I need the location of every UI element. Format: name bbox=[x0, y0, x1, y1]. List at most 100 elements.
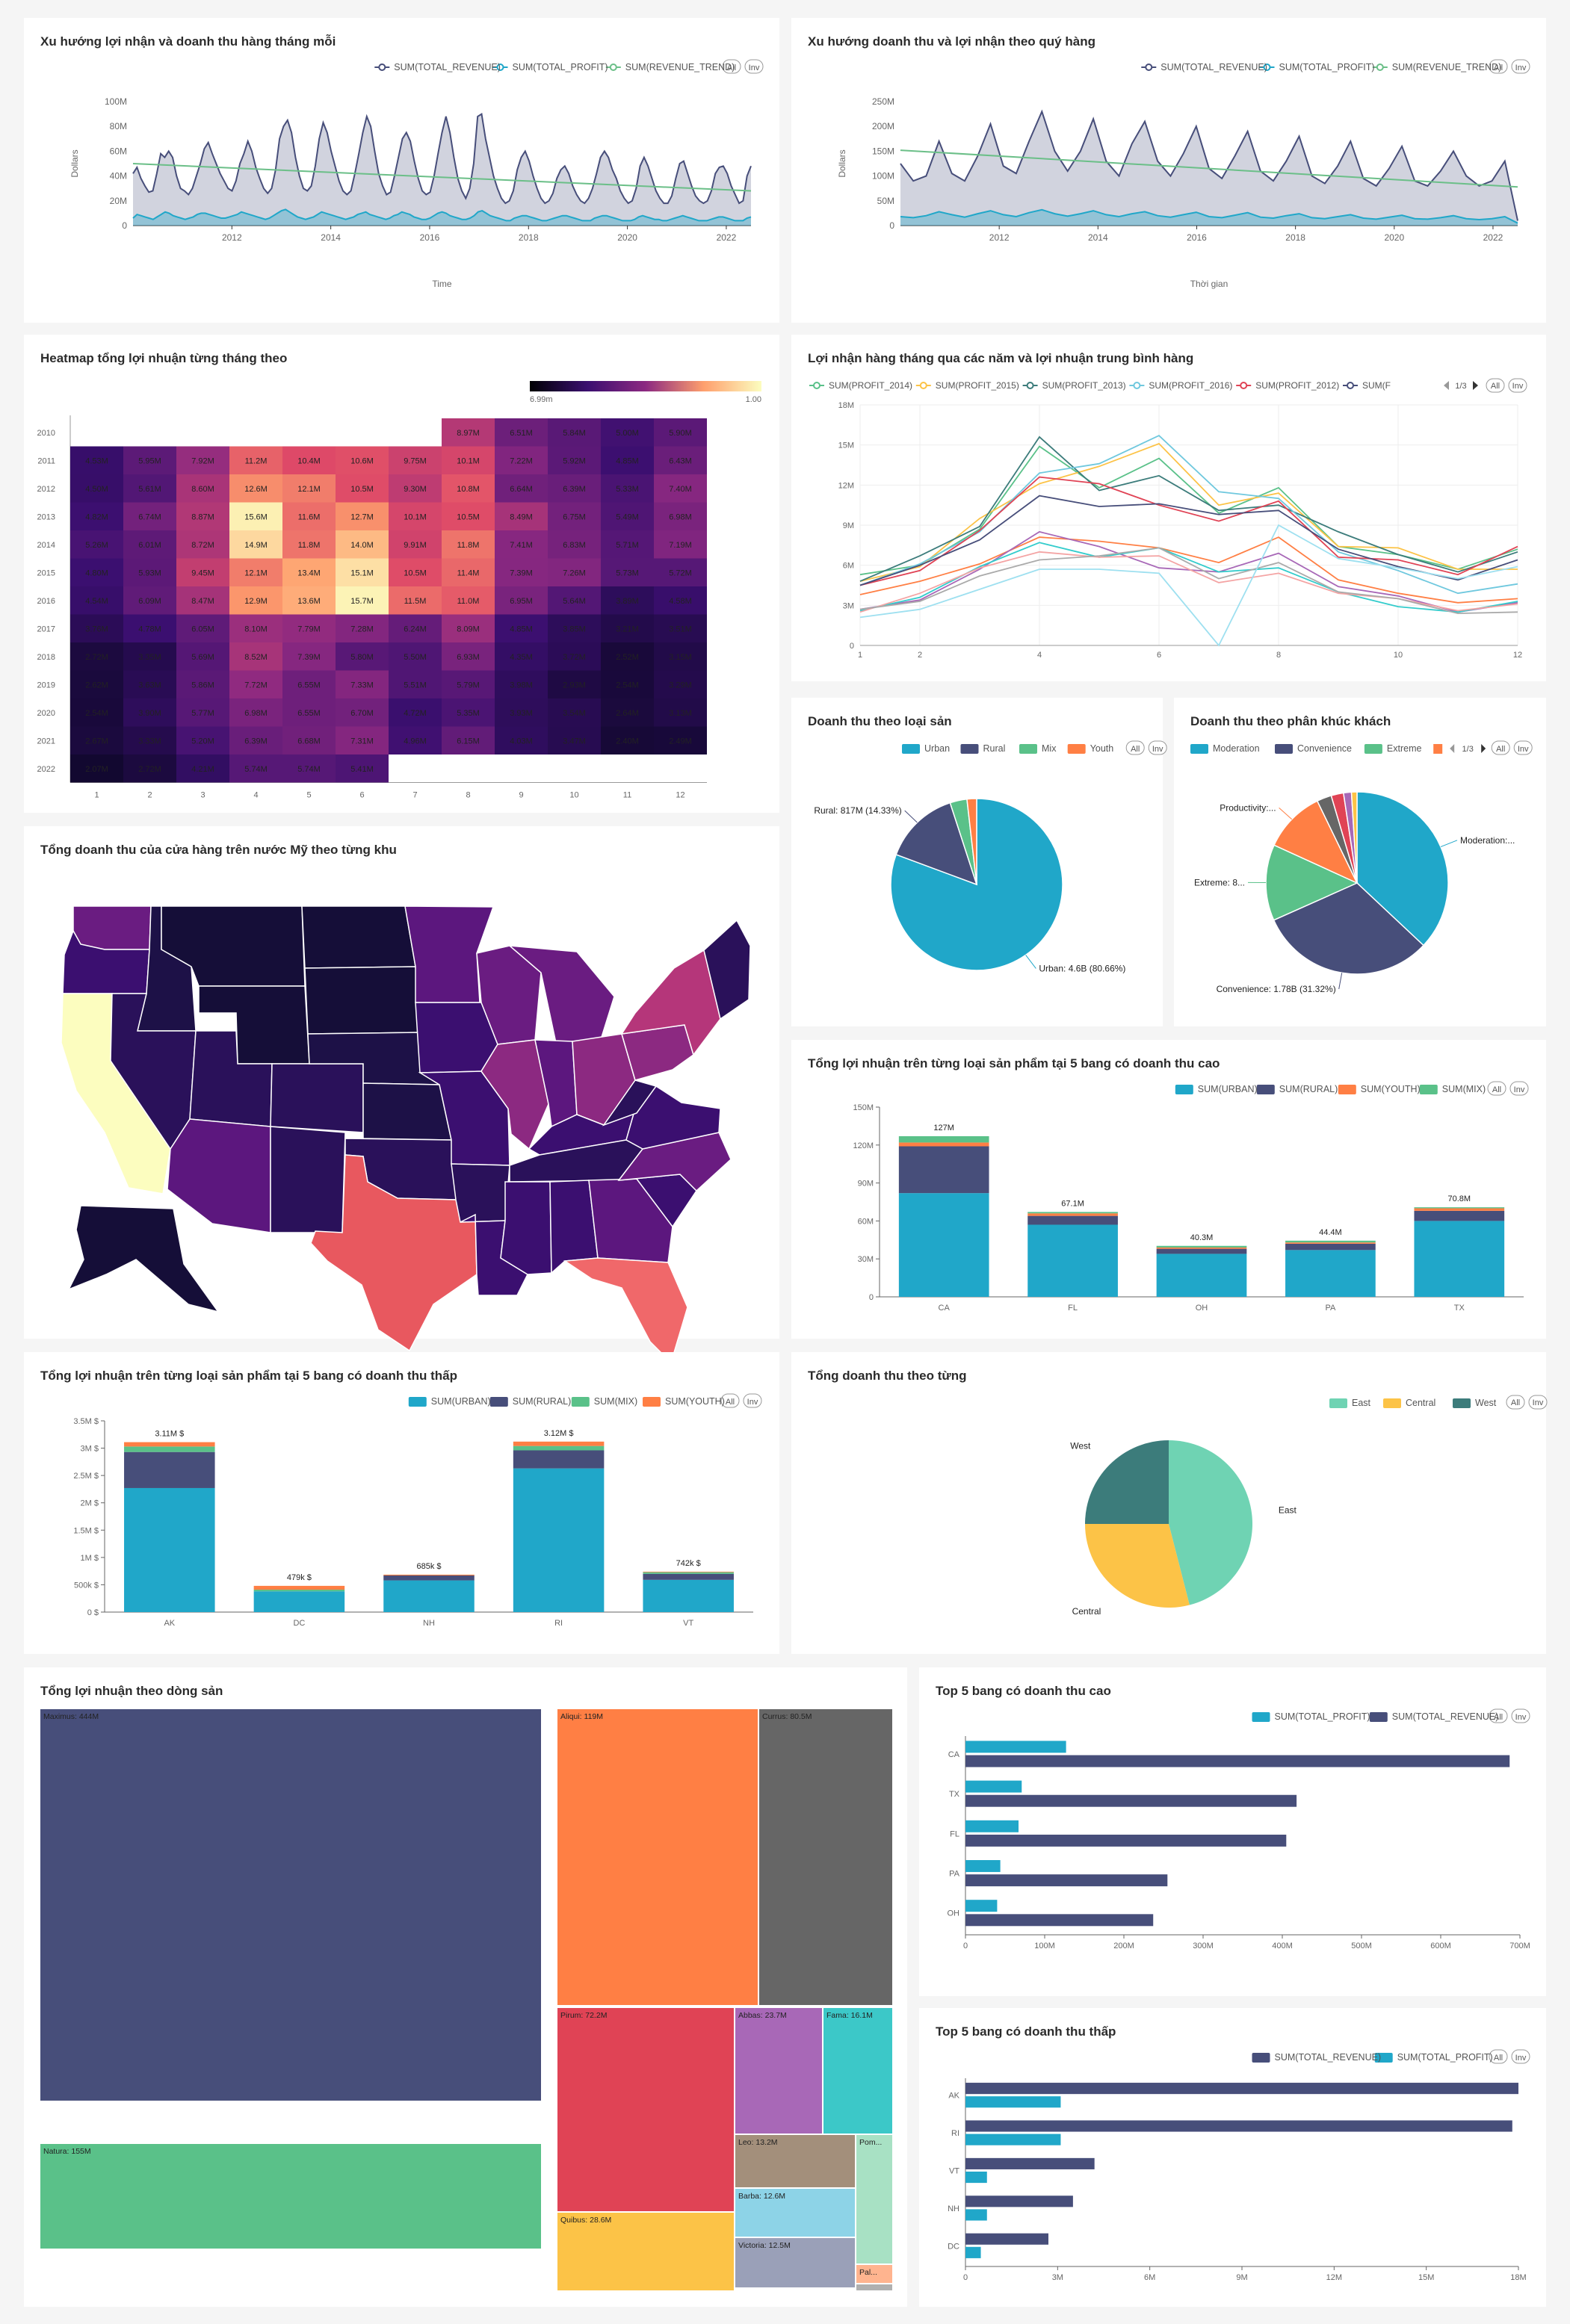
heatmap-cell[interactable]: 3.33M bbox=[123, 726, 176, 755]
heatmap-cell[interactable]: 11.6M bbox=[282, 502, 336, 531]
heatmap-cell[interactable]: 12.9M bbox=[229, 586, 282, 615]
heatmap-cell[interactable]: 3.35M bbox=[123, 642, 176, 671]
legend-item[interactable]: SUM(YOUTH) bbox=[1338, 1084, 1421, 1094]
heatmap-cell[interactable]: 9.91M bbox=[389, 530, 442, 559]
bar[interactable] bbox=[965, 1874, 1168, 1887]
bar-segment[interactable] bbox=[1414, 1207, 1505, 1209]
heatmap-cell[interactable]: 2.54M bbox=[601, 670, 654, 699]
heatmap-cell[interactable]: 4.85M bbox=[601, 446, 654, 475]
legend-inv-button[interactable]: Inv bbox=[1528, 1395, 1548, 1410]
legend-all-button[interactable]: All bbox=[1506, 1395, 1525, 1410]
heatmap-cell[interactable]: 5.79M bbox=[442, 670, 495, 699]
legend-item[interactable]: SUM(PROFIT_2015) bbox=[915, 380, 1019, 391]
bar-segment[interactable] bbox=[124, 1446, 215, 1452]
heatmap-cell[interactable]: 3.93M bbox=[495, 698, 548, 727]
heatmap-cell[interactable]: 2.54M bbox=[70, 698, 123, 727]
heatmap-cell[interactable]: 2.72M bbox=[70, 642, 123, 671]
bar[interactable] bbox=[965, 1741, 1066, 1753]
heatmap-cell[interactable]: 7.41M bbox=[495, 530, 548, 559]
treemap-tile[interactable]: Pal... bbox=[856, 2265, 892, 2283]
legend-item[interactable]: SUM(MIX) bbox=[571, 1396, 637, 1407]
legend-item[interactable]: SUM(TOTAL_PROFIT) bbox=[492, 62, 608, 72]
heatmap-cell[interactable]: 12.1M bbox=[229, 558, 282, 587]
heatmap-cell[interactable]: 3.89M bbox=[601, 586, 654, 615]
bar[interactable] bbox=[965, 2157, 1095, 2169]
bar-segment[interactable] bbox=[1027, 1215, 1118, 1225]
treemap-tile[interactable] bbox=[856, 2284, 892, 2290]
heatmap-cell[interactable]: 10.6M bbox=[336, 446, 389, 475]
heatmap-cell[interactable]: 7.39M bbox=[282, 642, 336, 671]
treemap-tile[interactable]: Natura: 155M bbox=[40, 2144, 541, 2249]
heatmap-cell[interactable]: 5.84M bbox=[548, 418, 601, 447]
heatmap-cell[interactable]: 5.90M bbox=[654, 418, 707, 447]
heatmap-cell[interactable]: 5.86M bbox=[176, 670, 229, 699]
heatmap-cell[interactable]: 2.64M bbox=[601, 698, 654, 727]
heatmap-cell[interactable]: 5.20M bbox=[176, 726, 229, 755]
bar-segment[interactable] bbox=[1414, 1210, 1505, 1221]
bar-segment[interactable] bbox=[898, 1193, 989, 1297]
heatmap-cell[interactable]: 5.50M bbox=[389, 642, 442, 671]
legend-all-button[interactable]: All bbox=[720, 1393, 740, 1408]
heatmap-cell[interactable]: 5.71M bbox=[601, 530, 654, 559]
legend-item[interactable]: Youth bbox=[1067, 743, 1114, 754]
heatmap-cell[interactable]: 4.21M bbox=[176, 754, 229, 783]
bar-segment[interactable] bbox=[253, 1591, 345, 1612]
legend-item[interactable]: Mix bbox=[1019, 743, 1057, 754]
heatmap-cell[interactable]: 3.13M bbox=[654, 698, 707, 727]
heatmap-cell[interactable]: 6.68M bbox=[282, 726, 336, 755]
bar[interactable] bbox=[965, 1755, 1510, 1767]
legend-item[interactable]: SUM(RURAL) bbox=[1256, 1084, 1338, 1094]
pie-slice[interactable]: Extreme: 8... bbox=[1194, 844, 1359, 921]
bar-segment[interactable] bbox=[1156, 1245, 1247, 1248]
heatmap-cell[interactable]: 3.21M bbox=[601, 614, 654, 643]
legend-item[interactable]: Urban bbox=[902, 743, 950, 754]
pie-slice[interactable]: Convenience: 1.78B (31.32%) bbox=[1217, 882, 1424, 994]
pie-slice[interactable]: West bbox=[1070, 1440, 1169, 1524]
legend-inv-button[interactable]: Inv bbox=[1509, 1081, 1529, 1096]
heatmap-cell[interactable]: 7.26M bbox=[548, 558, 601, 587]
heatmap-cell[interactable]: 2.49M bbox=[654, 726, 707, 755]
legend-item[interactable]: SUM(URBAN) bbox=[1175, 1084, 1258, 1094]
heatmap-cell[interactable]: 14.0M bbox=[336, 530, 389, 559]
bar[interactable] bbox=[965, 2233, 1048, 2245]
heatmap-cell[interactable]: 3.47M bbox=[548, 726, 601, 755]
legend-item[interactable]: Rural bbox=[960, 743, 1006, 754]
treemap-tile[interactable]: Abbas: 23.7M bbox=[735, 2008, 822, 2134]
legend-item[interactable]: SUM(YOUTH) bbox=[643, 1396, 725, 1407]
chevron-right-icon[interactable] bbox=[1473, 381, 1478, 390]
legend-item[interactable]: SUM(RURAL) bbox=[489, 1396, 571, 1407]
heatmap-cell[interactable]: 7.72M bbox=[229, 670, 282, 699]
heatmap-cell[interactable]: 8.52M bbox=[229, 642, 282, 671]
heatmap-cell[interactable]: 3.51M bbox=[654, 614, 707, 643]
heatmap-cell[interactable]: 4.58M bbox=[654, 586, 707, 615]
heatmap-cell[interactable]: 2.52M bbox=[601, 642, 654, 671]
legend-item[interactable]: Moderation bbox=[1190, 743, 1260, 754]
pie-slice[interactable]: Productivity:... bbox=[1220, 800, 1359, 884]
heatmap-cell[interactable]: 2.40M bbox=[601, 726, 654, 755]
state-nd[interactable] bbox=[301, 905, 416, 969]
bar-segment[interactable] bbox=[124, 1442, 215, 1447]
heatmap-cell[interactable]: 7.92M bbox=[176, 446, 229, 475]
treemap-tile[interactable]: Barba: 12.6M bbox=[735, 2189, 855, 2237]
heatmap-cell[interactable]: 5.26M bbox=[70, 530, 123, 559]
bar[interactable] bbox=[965, 1859, 1001, 1872]
heatmap-cell[interactable]: 5.33M bbox=[601, 474, 654, 503]
bar[interactable] bbox=[965, 2083, 1518, 2095]
bar-segment[interactable] bbox=[643, 1572, 734, 1574]
heatmap-cell[interactable]: 6.95M bbox=[495, 586, 548, 615]
state-az[interactable] bbox=[167, 1118, 271, 1233]
heatmap-cell[interactable]: 10.5M bbox=[389, 558, 442, 587]
heatmap-cell[interactable]: 6.83M bbox=[548, 530, 601, 559]
state-ak[interactable] bbox=[67, 1205, 220, 1313]
heatmap-cell[interactable]: 11.5M bbox=[389, 586, 442, 615]
legend-inv-button[interactable]: Inv bbox=[1508, 378, 1527, 393]
legend-item[interactable]: SUM(TOTAL_REVENUE) bbox=[374, 62, 501, 72]
heatmap-cell[interactable]: 8.47M bbox=[176, 586, 229, 615]
heatmap-cell[interactable]: 3.54M bbox=[548, 698, 601, 727]
bar-segment[interactable] bbox=[1414, 1208, 1505, 1211]
heatmap-cell[interactable]: 9.45M bbox=[176, 558, 229, 587]
pie-slice[interactable] bbox=[1350, 791, 1358, 884]
heatmap-cell[interactable]: 2.07M bbox=[70, 754, 123, 783]
legend-item[interactable]: Central bbox=[1383, 1398, 1435, 1408]
bar[interactable] bbox=[965, 2120, 1512, 2132]
